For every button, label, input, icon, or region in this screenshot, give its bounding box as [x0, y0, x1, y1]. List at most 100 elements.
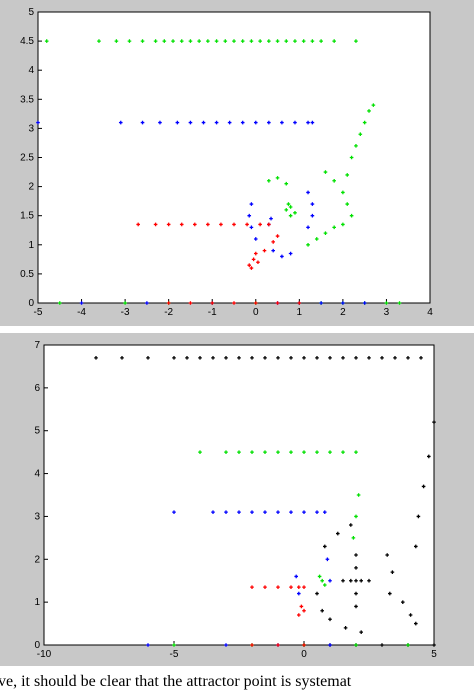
point: [247, 263, 252, 267]
y-tick-label: 2.5: [20, 153, 34, 164]
y-tick-label: 3: [34, 511, 40, 522]
point: [253, 301, 258, 305]
point: [384, 301, 389, 305]
y-tick-label: 4: [34, 469, 40, 480]
point: [166, 222, 171, 227]
point: [280, 120, 284, 125]
point: [210, 301, 215, 305]
point: [351, 536, 356, 540]
point: [320, 578, 324, 583]
y-tick-label: 7: [34, 340, 40, 351]
point: [354, 144, 358, 148]
point: [323, 510, 327, 514]
point: [349, 523, 353, 527]
point: [36, 120, 40, 125]
point: [214, 39, 219, 43]
point: [172, 356, 176, 360]
point: [345, 173, 350, 177]
point: [224, 450, 228, 454]
point: [310, 202, 315, 206]
point: [146, 643, 150, 647]
point: [188, 39, 193, 43]
point: [166, 301, 171, 305]
point: [388, 591, 392, 596]
point: [127, 39, 132, 43]
point: [367, 356, 371, 360]
point: [328, 450, 332, 454]
point: [354, 356, 358, 360]
point: [288, 205, 293, 209]
point: [253, 237, 258, 241]
point: [294, 574, 298, 579]
point: [315, 450, 319, 454]
point: [354, 566, 358, 570]
x-tick-label: 3: [384, 307, 390, 318]
point: [249, 202, 254, 206]
point: [354, 514, 358, 519]
point: [153, 222, 158, 227]
point: [362, 120, 367, 125]
point: [343, 626, 348, 630]
y-tick-label: 0: [28, 298, 34, 309]
point: [237, 510, 241, 514]
point: [371, 103, 376, 107]
point: [302, 608, 306, 613]
point: [44, 39, 49, 43]
point: [358, 132, 363, 137]
x-tick-label: -5: [170, 649, 179, 660]
point: [354, 578, 358, 583]
point: [293, 210, 297, 215]
x-tick-label: -5: [34, 307, 43, 318]
point: [293, 120, 297, 125]
point: [140, 39, 145, 43]
point: [367, 578, 371, 583]
point: [336, 531, 340, 536]
point: [275, 176, 280, 180]
x-tick-label: 1: [297, 307, 303, 318]
point: [289, 356, 293, 360]
y-tick-label: 0.5: [20, 269, 34, 280]
x-tick-label: -3: [121, 307, 130, 318]
point: [414, 621, 418, 626]
point: [306, 225, 310, 230]
point: [323, 544, 327, 549]
point: [390, 570, 395, 574]
point: [276, 450, 280, 454]
point: [302, 356, 306, 360]
point: [301, 39, 306, 43]
point: [224, 643, 228, 647]
point: [380, 643, 384, 647]
point: [354, 39, 358, 43]
point: [419, 356, 423, 360]
point: [406, 356, 410, 360]
point: [332, 39, 336, 43]
x-tick-label: -4: [77, 307, 86, 318]
y-tick-label: 6: [34, 383, 40, 394]
point: [250, 450, 254, 454]
point: [276, 585, 280, 589]
point: [219, 222, 223, 227]
point: [179, 39, 184, 43]
y-tick-label: 2: [34, 554, 40, 565]
point: [367, 109, 371, 113]
point: [275, 39, 280, 43]
point: [341, 301, 345, 305]
point: [289, 510, 293, 514]
point: [162, 39, 167, 43]
point: [57, 301, 62, 305]
point: [275, 234, 280, 238]
point: [319, 39, 323, 43]
point: [341, 356, 345, 360]
point: [136, 222, 140, 227]
x-tick-label: 0: [253, 307, 259, 318]
point: [253, 120, 258, 125]
point: [263, 450, 267, 454]
point: [323, 231, 328, 235]
point: [349, 155, 354, 160]
point: [79, 301, 84, 305]
point: [211, 356, 215, 360]
point: [302, 510, 306, 514]
point: [408, 613, 413, 617]
point: [276, 510, 280, 514]
y-tick-label: 0: [34, 640, 40, 651]
